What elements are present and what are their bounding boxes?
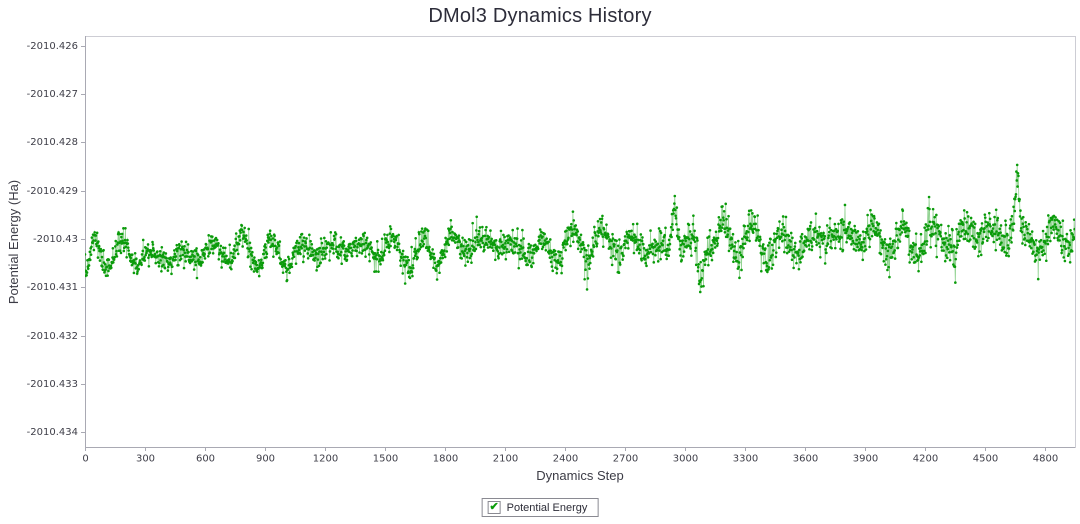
legend[interactable]: ✔ Potential Energy: [481, 498, 599, 517]
chart-title: DMol3 Dynamics History: [428, 5, 652, 27]
y-axis-label: Potential Energy (Ha): [6, 179, 21, 305]
legend-label: Potential Energy: [506, 501, 588, 514]
legend-checkbox[interactable]: ✔: [487, 501, 501, 514]
x-axis-label: Dynamics Step: [536, 468, 624, 483]
check-icon: ✔: [489, 501, 499, 513]
